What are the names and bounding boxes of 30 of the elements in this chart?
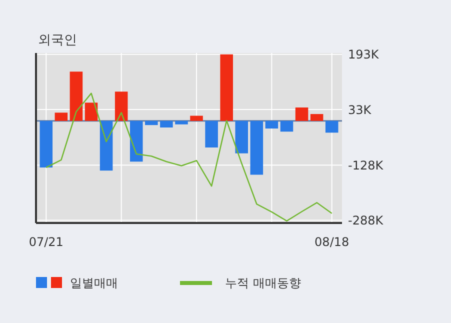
bar	[130, 120, 143, 162]
bar	[295, 107, 308, 121]
bar	[280, 120, 294, 132]
bar	[145, 120, 158, 126]
y-tick-label: -288K	[348, 213, 384, 228]
chart-title: 외국인	[38, 33, 77, 48]
x-tick-label: 07/21	[28, 235, 64, 249]
bar	[40, 120, 53, 168]
bar	[250, 120, 264, 175]
bar	[100, 120, 113, 171]
bar	[175, 120, 188, 124]
bar	[310, 114, 324, 121]
bar	[235, 120, 248, 154]
bar	[325, 120, 338, 133]
bar	[160, 120, 173, 128]
bar	[54, 112, 68, 121]
bar	[70, 72, 83, 121]
x-tick-label: 08/18	[314, 235, 350, 249]
bar	[220, 54, 233, 121]
y-tick-label: 33K	[348, 102, 372, 117]
bar	[190, 116, 203, 121]
legend-label: 일별매매	[70, 276, 118, 290]
y-tick-label: -128K	[348, 158, 384, 172]
y-tick-label: 193K	[348, 48, 380, 62]
bar	[84, 102, 98, 121]
legend-label: 누적 매매동향	[225, 276, 301, 290]
bar	[114, 92, 128, 121]
bar	[265, 120, 278, 129]
bar	[205, 120, 218, 148]
line-series	[46, 92, 332, 222]
